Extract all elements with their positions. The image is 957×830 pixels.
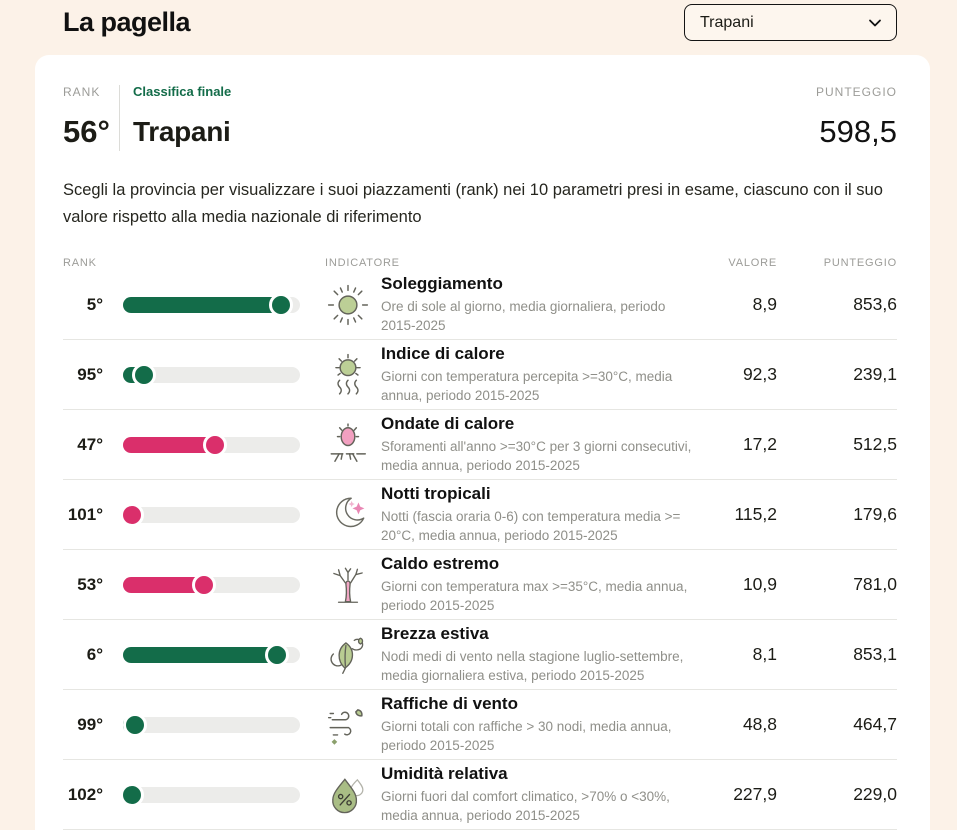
dead-tree-icon — [325, 562, 371, 608]
indicator-desc: Sforamenti all'anno >=30°C per 3 giorni … — [381, 439, 692, 473]
indicator-rank: 53° — [77, 574, 103, 594]
th-score: PUNTEGGIO — [823, 257, 897, 269]
indicator-score: 781,0 — [853, 574, 897, 594]
indicator-rank: 47° — [77, 434, 103, 454]
table-row: 53° Caldo estremo Giorni con temperatura… — [63, 550, 897, 620]
moon-icon — [325, 492, 371, 538]
indicator-rank: 5° — [86, 294, 103, 314]
indicator-score: 464,7 — [853, 714, 897, 734]
indicator-rank: 6° — [86, 644, 103, 664]
indicator-score: 179,6 — [853, 504, 897, 524]
rank-bar — [123, 642, 300, 667]
indicator-desc: Giorni con temperatura max >=35°C, media… — [381, 579, 688, 613]
humidity-icon — [325, 772, 371, 818]
indicator-desc: Giorni fuori dal comfort climatico, >70%… — [381, 789, 670, 823]
indicator-value: 92,3 — [742, 364, 777, 384]
province-rank: 56° — [63, 114, 110, 149]
rank-bar — [123, 292, 300, 317]
rank-column-label: RANK — [63, 85, 101, 99]
rank-bar — [123, 712, 300, 737]
indicator-rank: 99° — [77, 714, 103, 734]
indicator-title: Soleggiamento — [381, 274, 503, 293]
heat-index-icon — [325, 352, 371, 398]
indicator-value: 17,2 — [742, 434, 777, 454]
page-title: La pagella — [63, 7, 191, 37]
province-select-value: Trapani — [700, 13, 754, 31]
rank-bar-dot — [132, 362, 157, 387]
rank-bar-fill — [123, 296, 281, 313]
table-header: RANK INDICATORE VALORE PUNTEGGIO — [63, 256, 897, 270]
indicator-desc: Notti (fascia oraria 0-6) con temperatur… — [381, 509, 681, 543]
th-indicator: INDICATORE — [325, 257, 400, 269]
table-row: 47° Ondate di calore Sforamenti all'anno… — [63, 410, 897, 480]
indicator-value: 227,9 — [733, 784, 777, 804]
table-row: 5° Soleggiamento Ore di sole al giorno, … — [63, 270, 897, 340]
table-row: 95° Indice di calore Giorni con temperat… — [63, 340, 897, 410]
table-row: 6° Brezza estiva Nodi medi di vento nell… — [63, 620, 897, 690]
indicator-desc: Ore di sole al giorno, media giornaliera… — [381, 299, 666, 333]
wind-gust-icon — [325, 702, 371, 748]
classifica-finale-label: Classifica finale — [133, 84, 232, 99]
rank-bar-dot — [203, 432, 228, 457]
page-header: La pagella Trapani — [0, 0, 957, 55]
chevron-down-icon — [869, 19, 881, 26]
indicator-title: Ondate di calore — [381, 414, 515, 433]
indicator-list: 5° Soleggiamento Ore di sole al giorno, … — [63, 270, 897, 830]
intro-description: Scegli la provincia per visualizzare i s… — [63, 181, 883, 226]
indicator-value: 8,1 — [752, 644, 777, 664]
indicator-score: 853,6 — [853, 294, 897, 314]
province-score: 598,5 — [819, 114, 897, 149]
table-row: 102° Umidità relativa Giorni fuori dal c… — [63, 760, 897, 830]
indicator-value: 8,9 — [752, 294, 777, 314]
table-row: 99° Raffiche di vento Giorni totali con … — [63, 690, 897, 760]
indicator-rank: 95° — [77, 364, 103, 384]
th-rank: RANK — [63, 257, 97, 269]
th-value: VALORE — [728, 257, 777, 269]
rank-bar-fill — [123, 576, 205, 593]
indicator-title: Raffiche di vento — [381, 694, 518, 713]
rank-bar — [119, 502, 300, 527]
rank-bar — [123, 432, 300, 457]
rank-bar-dot — [123, 712, 148, 737]
indicator-value: 48,8 — [742, 714, 777, 734]
indicator-desc: Giorni totali con raffiche > 30 nodi, me… — [381, 719, 672, 753]
province-select[interactable]: Trapani — [684, 4, 897, 41]
rank-bar-dot — [192, 572, 217, 597]
indicator-title: Notti tropicali — [381, 484, 491, 503]
indicator-title: Brezza estiva — [381, 624, 489, 643]
indicator-value: 115,2 — [734, 504, 778, 524]
rank-bar-dot — [119, 502, 144, 527]
sun-icon — [325, 282, 371, 328]
indicator-rank: 102° — [67, 784, 103, 804]
province-name: Trapani — [133, 116, 231, 147]
pagella-card: RANK 56° Classifica finale Trapani PUNTE… — [35, 55, 930, 830]
table-row: 101° Notti tropicali Notti (fascia orari… — [63, 480, 897, 550]
indicator-score: 853,1 — [853, 644, 897, 664]
indicator-title: Caldo estremo — [381, 554, 500, 573]
indicator-title: Indice di calore — [381, 344, 505, 363]
rank-bar-dot — [264, 642, 289, 667]
breeze-leaf-icon — [325, 632, 371, 678]
indicator-score: 239,1 — [853, 364, 897, 384]
rank-bar — [123, 572, 300, 597]
score-header: RANK 56° Classifica finale Trapani PUNTE… — [63, 85, 897, 151]
indicator-rank: 101° — [67, 504, 103, 524]
indicator-title: Umidità relativa — [381, 764, 508, 783]
indicator-desc: Nodi medi di vento nella stagione luglio… — [381, 649, 684, 683]
rank-bar-fill — [123, 646, 277, 663]
indicator-value: 10,9 — [742, 574, 777, 594]
indicator-score: 512,5 — [853, 434, 897, 454]
punteggio-column-label: PUNTEGGIO — [815, 85, 897, 99]
rank-bar-dot — [268, 292, 293, 317]
rank-bar — [119, 782, 300, 807]
indicator-desc: Giorni con temperatura percepita >=30°C,… — [381, 369, 673, 403]
rank-bar-dot — [119, 782, 144, 807]
indicator-score: 229,0 — [853, 784, 897, 804]
heatwave-icon — [325, 422, 371, 468]
rank-bar — [123, 362, 300, 387]
rank-bar-fill — [123, 436, 216, 453]
